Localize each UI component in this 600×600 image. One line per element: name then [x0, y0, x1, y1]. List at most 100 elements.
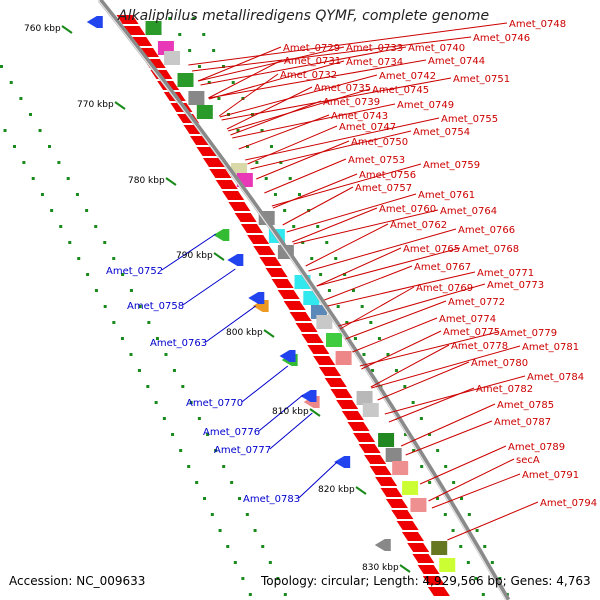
tick-label: 780 kbp — [128, 176, 165, 186]
track-dot — [310, 257, 314, 260]
track-dot — [212, 49, 216, 52]
gene-arrow-reverse — [248, 292, 265, 304]
gene-label-line — [316, 247, 402, 287]
gene-label-amet-0751: Amet_0751 — [453, 74, 510, 85]
track-dot — [188, 49, 192, 52]
genome-title: Alkaliphilus metalliredigens QYMF, compl… — [118, 8, 490, 24]
gene-arrow-forward — [289, 312, 312, 321]
track-dot — [147, 321, 151, 324]
gene-label-line — [250, 130, 412, 170]
gene-feature-box — [385, 448, 402, 462]
gene-feature-box — [362, 403, 379, 417]
gene-arrow-reverse — [334, 456, 351, 468]
track-dot — [264, 177, 268, 180]
track-dot — [475, 529, 479, 532]
gene-label-line — [232, 103, 396, 139]
gene-feature-box — [356, 391, 373, 405]
gene-arrow-forward — [295, 323, 318, 332]
gene-feature-box — [439, 558, 456, 572]
gene-arrow-forward — [313, 356, 336, 365]
track-dot — [394, 369, 398, 372]
gene-label-line — [384, 375, 526, 415]
gene-feature-box — [188, 91, 205, 105]
track-dot — [85, 209, 89, 212]
gene-arrow-forward — [385, 499, 408, 508]
track-dot — [353, 337, 357, 340]
gene-label-amet-0752: Amet_0752 — [106, 266, 163, 277]
gene-label-line — [208, 59, 427, 99]
gene-label-line — [298, 461, 338, 499]
gene-label-amet-0773: Amet_0773 — [487, 280, 544, 291]
gene-label-line — [447, 501, 539, 541]
gene-label-amet-0777: Amet_0777 — [214, 445, 271, 456]
gene-label-amet-0774: Amet_0774 — [439, 314, 496, 325]
gene-label-line — [371, 345, 521, 389]
track-dot — [77, 257, 81, 260]
gene-label-amet-0749: Amet_0749 — [397, 100, 454, 111]
track-dot — [334, 257, 338, 260]
track-dot — [202, 33, 206, 36]
track-dot — [214, 449, 218, 452]
track-dot — [66, 177, 70, 180]
track-dot — [411, 401, 415, 404]
gene-label-line — [221, 77, 452, 121]
track-dot — [137, 369, 141, 372]
track-dot — [351, 289, 355, 292]
gene-arrow-forward — [283, 301, 306, 310]
gene-label-line — [227, 88, 371, 132]
gene-label-amet-0765: Amet_0765 — [403, 244, 460, 255]
track-dot — [490, 561, 494, 564]
gene-label-line — [200, 46, 407, 86]
tick-label: 830 kbp — [362, 563, 399, 573]
gene-arrow-forward — [307, 345, 330, 354]
track-dot — [230, 481, 234, 484]
gene-label-amet-0755: Amet_0755 — [441, 114, 498, 125]
gene-label-amet-0770: Amet_0770 — [186, 398, 243, 409]
track-dot — [451, 529, 455, 532]
track-dot — [86, 273, 90, 276]
tick-mark — [165, 177, 177, 186]
gene-label-line — [218, 73, 279, 117]
track-dot — [94, 225, 98, 228]
gene-label-line — [241, 365, 289, 403]
gene-arrow-forward — [209, 169, 232, 178]
gene-arrow-forward — [253, 246, 276, 255]
gene-label-line — [324, 265, 413, 301]
gene-label-line — [370, 344, 450, 388]
track-dot — [377, 337, 381, 340]
gene-label-amet-0732: Amet_0732 — [280, 70, 337, 81]
tick-mark — [213, 252, 225, 261]
track-dot — [459, 545, 463, 548]
gene-label-line — [293, 209, 439, 245]
track-dot — [336, 305, 340, 308]
track-dot — [195, 481, 199, 484]
track-dot — [103, 241, 107, 244]
gene-label-line — [269, 412, 313, 450]
gene-arrow-forward — [240, 224, 263, 233]
label-lines — [161, 22, 539, 541]
track-dot — [319, 273, 323, 276]
track-dot — [19, 97, 23, 100]
gene-label-line — [197, 46, 345, 82]
tick-mark — [355, 486, 367, 495]
gene-label-line — [286, 193, 417, 233]
gene-arrow-forward — [401, 532, 424, 541]
gene-label-line — [308, 228, 457, 272]
gene-arrow-reverse — [374, 539, 391, 551]
gene-arrow-forward — [369, 466, 392, 475]
gene-feature-box — [431, 541, 448, 555]
gene-label-amet-0754: Amet_0754 — [413, 127, 470, 138]
gene-label-amet-0742: Amet_0742 — [379, 71, 436, 82]
gene-label-amet-0789: Amet_0789 — [508, 442, 565, 453]
gene-label-line — [292, 207, 378, 243]
track-dot — [0, 65, 3, 68]
gene-label-amet-0782: Amet_0782 — [476, 384, 533, 395]
gene-label-line — [431, 473, 521, 509]
gene-label-line — [327, 271, 476, 307]
track-dot — [436, 497, 440, 500]
gene-feature-box — [392, 461, 409, 475]
track-dot — [155, 337, 159, 340]
gene-arrow-forward — [277, 290, 300, 299]
gene-arrow-forward — [271, 279, 294, 288]
